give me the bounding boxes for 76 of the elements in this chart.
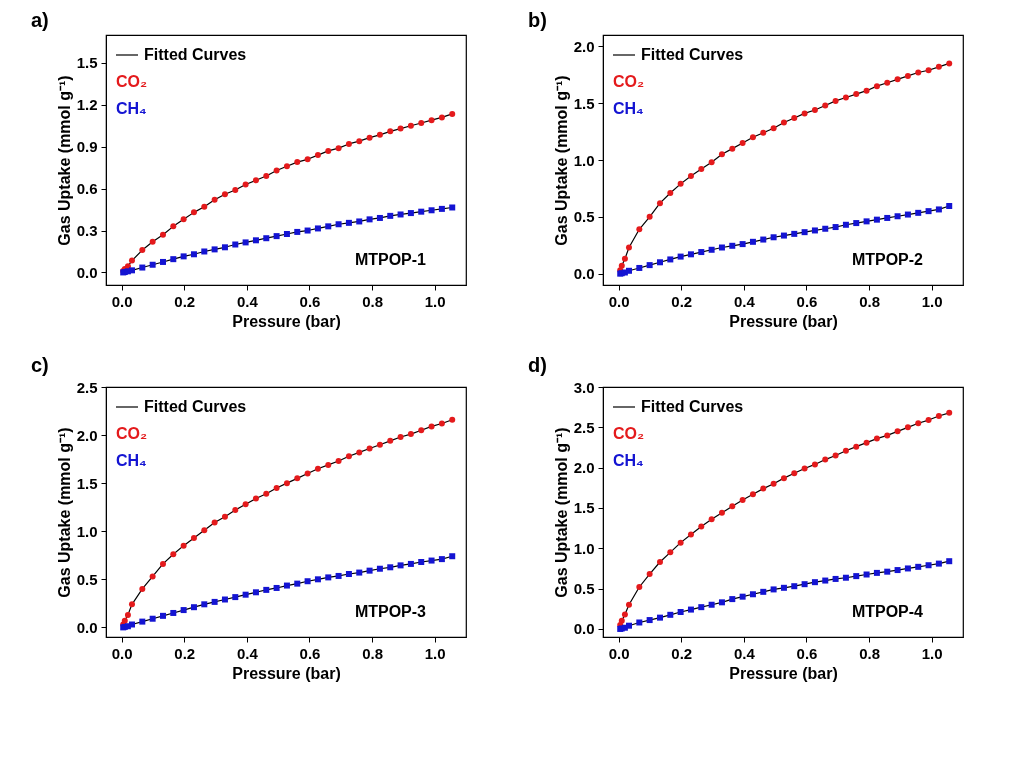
annotation: MTPOP-3 xyxy=(354,603,427,620)
y-tick-label: 0.6 xyxy=(76,180,98,198)
text: CH₄ xyxy=(116,100,147,117)
x-tick-label: 0.8 xyxy=(859,292,881,310)
x-tick-label: 1.0 xyxy=(424,644,446,662)
y-tick-label: 0.5 xyxy=(76,570,98,588)
legend-label: Fitted Curves xyxy=(144,46,247,63)
y-tick-label: 0.5 xyxy=(573,580,595,598)
y-tick-label: 0.0 xyxy=(573,620,595,638)
y-tick-label: 3.0 xyxy=(573,378,595,396)
annotation: MTPOP-2 xyxy=(851,251,924,268)
y-tick-label: 0.0 xyxy=(76,618,98,636)
x-tick-label: 0.0 xyxy=(111,292,133,310)
x-tick-label: 0.4 xyxy=(733,292,756,310)
y-axis-title: Gas Uptake (mmol g⁻¹) xyxy=(55,427,73,598)
x-tick-label: 0.4 xyxy=(733,644,756,662)
legend-label: Fitted Curves xyxy=(641,46,744,63)
x-tick-label: 0.8 xyxy=(362,644,384,662)
chart-title: a) xyxy=(31,9,49,31)
text: CO₂ xyxy=(613,73,645,90)
y-tick-label: 0.0 xyxy=(573,265,595,283)
x-tick-label: 0.2 xyxy=(174,644,196,662)
y-tick-label: 0.5 xyxy=(573,208,595,226)
legend-label: Fitted Curves xyxy=(641,398,744,415)
x-tick-label: 0.2 xyxy=(671,292,693,310)
y-tick-label: 1.5 xyxy=(573,499,595,517)
annotation: MTPOP-4 xyxy=(851,603,924,620)
y-tick-label: 2.5 xyxy=(76,378,98,396)
y-tick-label: 1.0 xyxy=(573,151,595,169)
y-tick-label: 0.3 xyxy=(76,222,98,240)
y-tick-label: 1.2 xyxy=(76,96,98,114)
x-tick-label: 1.0 xyxy=(921,644,943,662)
annotation: MTPOP-1 xyxy=(354,251,427,268)
y-axis-title: Gas Uptake (mmol g⁻¹) xyxy=(552,75,570,246)
chart-title: b) xyxy=(528,9,547,31)
x-tick-label: 1.0 xyxy=(921,292,943,310)
text: CH₄ xyxy=(613,100,644,117)
x-tick-label: 0.6 xyxy=(796,292,818,310)
y-tick-label: 2.0 xyxy=(76,426,98,444)
y-tick-label: 1.5 xyxy=(76,54,98,72)
x-tick-label: 0.0 xyxy=(608,644,630,662)
x-tick-label: 0.0 xyxy=(111,644,133,662)
y-tick-label: 1.5 xyxy=(76,474,98,492)
x-tick-label: 0.4 xyxy=(236,292,259,310)
x-tick-label: 0.6 xyxy=(299,644,321,662)
y-tick-label: 0.0 xyxy=(76,263,98,281)
x-tick-label: 0.8 xyxy=(859,644,881,662)
text: CO₂ xyxy=(116,425,148,442)
x-tick-label: 0.6 xyxy=(796,644,818,662)
y-tick-label: 2.0 xyxy=(573,37,595,55)
y-tick-label: 1.5 xyxy=(573,94,595,112)
x-axis-title: Pressure (bar) xyxy=(729,312,838,330)
legend-label: Fitted Curves xyxy=(144,398,247,415)
x-tick-label: 0.8 xyxy=(362,292,384,310)
x-tick-label: 1.0 xyxy=(424,292,446,310)
x-tick-label: 0.2 xyxy=(671,644,693,662)
chart-title: d) xyxy=(528,354,547,376)
y-tick-label: 1.0 xyxy=(76,522,98,540)
x-tick-label: 0.2 xyxy=(174,292,196,310)
x-tick-label: 0.0 xyxy=(608,292,630,310)
y-tick-label: 0.9 xyxy=(76,138,98,156)
y-tick-label: 2.5 xyxy=(573,418,595,436)
y-tick-label: 1.0 xyxy=(573,539,595,557)
x-axis-title: Pressure (bar) xyxy=(729,664,838,682)
text: CO₂ xyxy=(613,425,645,442)
chart-title: c) xyxy=(31,354,49,376)
y-axis-title: Gas Uptake (mmol g⁻¹) xyxy=(55,75,73,246)
text: CO₂ xyxy=(116,73,148,90)
x-axis-title: Pressure (bar) xyxy=(232,664,341,682)
x-tick-label: 0.6 xyxy=(299,292,321,310)
text: CH₄ xyxy=(613,452,644,469)
x-axis-title: Pressure (bar) xyxy=(232,312,341,330)
x-tick-label: 0.4 xyxy=(236,644,259,662)
text: CH₄ xyxy=(116,452,147,469)
y-tick-label: 2.0 xyxy=(573,459,595,477)
y-axis-title: Gas Uptake (mmol g⁻¹) xyxy=(552,427,570,598)
